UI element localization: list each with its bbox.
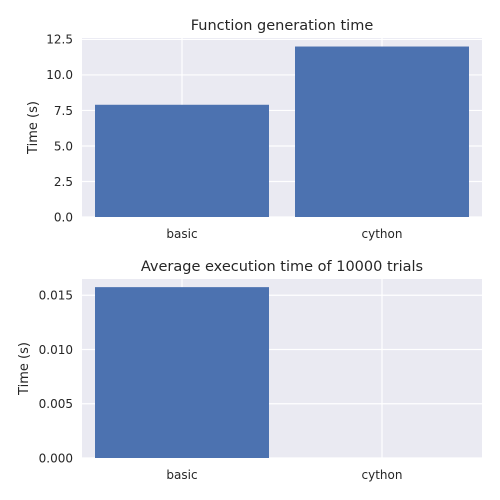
- y-tick-label: 0.0: [54, 210, 73, 224]
- y-tick-label: 0.005: [39, 397, 73, 411]
- y-tick-label: 2.5: [54, 175, 73, 189]
- chart-title: Average execution time of 10000 trials: [141, 259, 423, 275]
- chart-generation-time: 0.0 2.5 5.0 7.5 10.0 12.5 basic cython Function …: [26, 18, 482, 241]
- y-tick-label: 0.015: [39, 289, 73, 303]
- y-axis-label: Time (s): [26, 101, 41, 155]
- x-tick-label: basic: [166, 227, 197, 241]
- chart-title: Function generation time: [191, 18, 374, 34]
- y-axis-label: Time (s): [17, 342, 32, 396]
- y-tick-label: 0.000: [39, 451, 73, 465]
- x-tick-label: cython: [362, 227, 403, 241]
- y-tick-label: 0.010: [39, 343, 73, 357]
- bar-cython: [295, 46, 469, 218]
- bar-basic: [95, 104, 269, 217]
- y-tick-label: 10.0: [46, 68, 73, 82]
- bar-basic: [95, 287, 269, 458]
- y-tick-label: 12.5: [46, 33, 73, 47]
- chart-execution-time: 0.000 0.005 0.010 0.015 basic cython Average e…: [17, 259, 482, 482]
- y-tick-label: 7.5: [54, 104, 73, 118]
- y-tick-label: 5.0: [54, 139, 73, 153]
- x-tick-label: cython: [362, 468, 403, 482]
- x-tick-label: basic: [166, 468, 197, 482]
